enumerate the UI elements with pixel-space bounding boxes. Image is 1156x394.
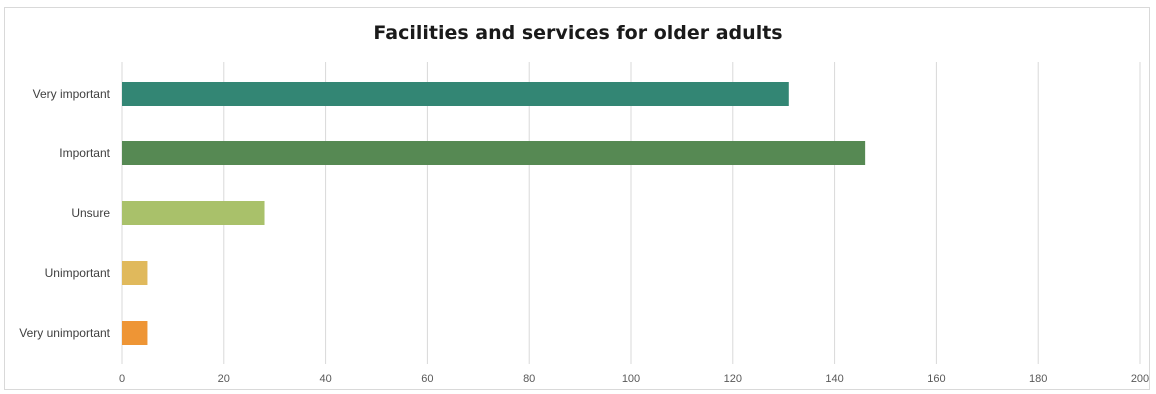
- x-tick-label: 60: [421, 373, 433, 385]
- bar-unimportant: [122, 261, 148, 285]
- x-tick-label: 140: [825, 373, 843, 385]
- gridlines: [121, 62, 1141, 364]
- x-tick-label: 40: [319, 373, 331, 385]
- x-tick-label: 0: [119, 373, 125, 385]
- category-label: Very unimportant: [19, 326, 110, 340]
- category-label: Unsure: [71, 206, 110, 220]
- x-tick-label: 180: [1029, 373, 1047, 385]
- bar-very-unimportant: [122, 321, 148, 345]
- category-labels: Very important Important Unsure Unimportant…: [19, 87, 110, 340]
- chart-title: Facilities and services for older adults: [373, 22, 783, 44]
- x-tick-label: 160: [927, 373, 945, 385]
- x-tick-labels: 0 20 40 60 80 100 120 140 160 180 200: [119, 373, 1149, 385]
- x-tick-label: 200: [1131, 373, 1149, 385]
- x-tick-label: 80: [523, 373, 535, 385]
- bars: [122, 82, 866, 345]
- bar-unsure: [122, 201, 265, 225]
- category-label: Very important: [33, 87, 111, 101]
- category-label: Unimportant: [45, 266, 111, 280]
- bar-very-important: [122, 82, 789, 106]
- chart-frame: [4, 7, 1150, 390]
- x-tick-label: 20: [218, 373, 230, 385]
- category-label: Important: [59, 146, 110, 160]
- x-tick-label: 100: [622, 373, 640, 385]
- bar-important: [122, 141, 866, 165]
- x-tick-label: 120: [724, 373, 742, 385]
